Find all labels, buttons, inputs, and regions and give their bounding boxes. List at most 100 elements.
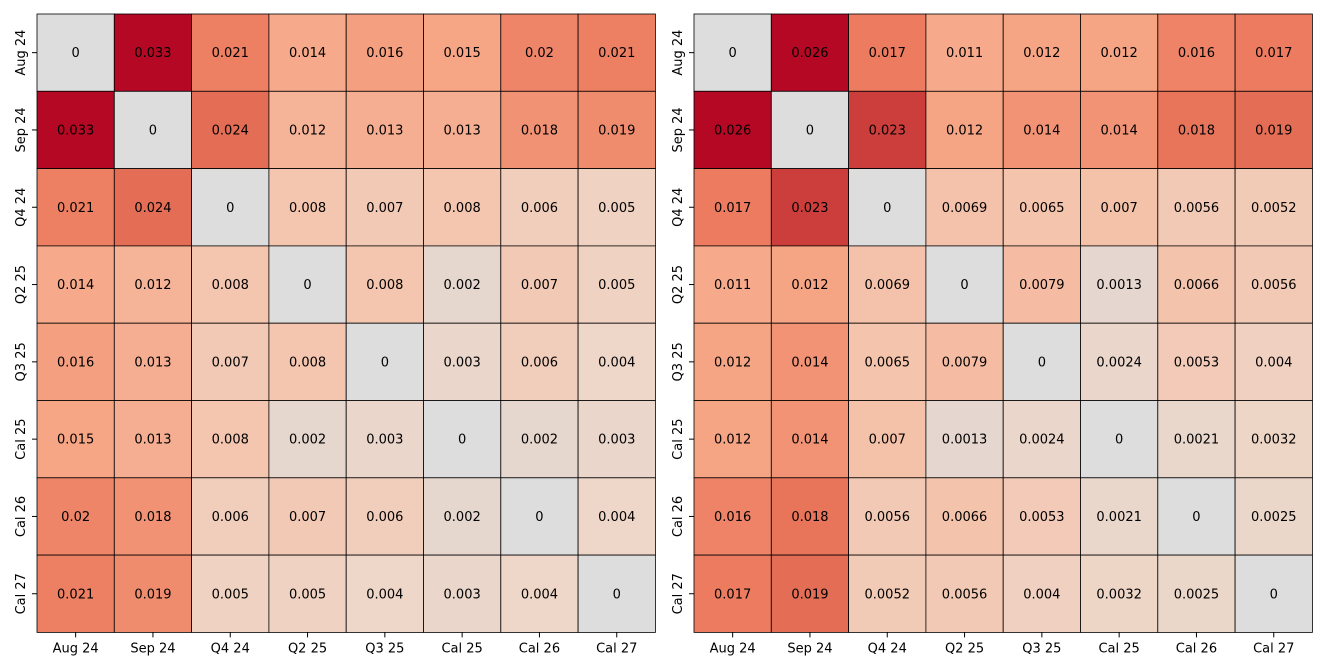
cell-value-label: 0.015 — [444, 46, 481, 61]
heatmap-cell — [500, 168, 579, 247]
x-tick-label: Cal 26 — [519, 641, 560, 656]
heatmap-cell — [191, 13, 270, 92]
heatmap-cell — [577, 168, 656, 247]
heatmap-cell — [191, 168, 270, 247]
cell-value-label: 0.0052 — [865, 587, 911, 602]
cell-value-label: 0.017 — [714, 587, 751, 602]
cell-value-label: 0.021 — [598, 46, 635, 61]
heatmap-cell — [848, 245, 927, 324]
heatmap-cell — [1234, 245, 1313, 324]
cell-value-label: 0.019 — [791, 587, 828, 602]
cell-value-label: 0.004 — [1023, 587, 1060, 602]
heatmap-cell — [693, 554, 772, 633]
heatmap-cell — [191, 245, 270, 324]
heatmap-cell — [1234, 13, 1313, 92]
cell-value-label: 0 — [1115, 433, 1123, 448]
cell-value-label: 0.0053 — [1174, 355, 1220, 370]
cell-value-label: 0.0056 — [1174, 201, 1220, 216]
heatmap-cell — [1157, 245, 1236, 324]
heatmap-cell — [423, 477, 502, 556]
heatmap-cell — [500, 400, 579, 479]
heatmap-cell — [848, 554, 927, 633]
cell-value-label: 0.0053 — [1019, 510, 1065, 525]
cell-value-label: 0.003 — [598, 433, 635, 448]
heatmap-cell — [1002, 477, 1081, 556]
cell-value-label: 0.002 — [521, 433, 558, 448]
heatmap-cell — [577, 13, 656, 92]
cell-value-label: 0.005 — [598, 278, 635, 293]
heatmap-cell — [1080, 477, 1159, 556]
heatmap-cell — [1157, 13, 1236, 92]
heatmap-cell — [1157, 477, 1236, 556]
cell-value-label: 0.014 — [289, 46, 326, 61]
cell-value-label: 0.012 — [791, 278, 828, 293]
heatmap-cell — [770, 400, 849, 479]
heatmap-cell — [1157, 400, 1236, 479]
heatmap-cell — [1080, 13, 1159, 92]
y-tick-label: Q3 25 — [14, 342, 29, 381]
heatmap-cell — [925, 400, 1004, 479]
cell-value-label: 0.004 — [598, 510, 635, 525]
heatmap-cell — [191, 400, 270, 479]
cell-value-label: 0.011 — [946, 46, 983, 61]
heatmap-cell — [770, 90, 849, 170]
heatmap-cell — [770, 554, 849, 633]
cell-value-label: 0 — [1038, 355, 1046, 370]
cell-value-label: 0.014 — [791, 355, 828, 370]
cell-value-label: 0.004 — [366, 587, 403, 602]
cell-value-label: 0.014 — [1023, 123, 1060, 138]
cell-value-label: 0.018 — [521, 123, 558, 138]
x-tick-label: Q2 25 — [288, 641, 327, 656]
heatmap-cell — [113, 90, 193, 170]
heatmap-cell — [268, 90, 347, 170]
cell-value-label: 0.0025 — [1251, 510, 1297, 525]
cell-value-label: 0.023 — [869, 123, 906, 138]
cell-value-label: 0.008 — [444, 201, 481, 216]
cell-value-label: 0.0079 — [1019, 278, 1065, 293]
cell-value-label: 0.023 — [791, 201, 828, 216]
cell-value-label: 0.016 — [714, 510, 751, 525]
heatmap-cell — [113, 13, 193, 92]
cell-value-label: 0.019 — [1255, 123, 1292, 138]
cell-value-label: 0.0056 — [865, 510, 911, 525]
cell-value-label: 0.0013 — [942, 433, 988, 448]
cell-value-label: 0.007 — [1101, 201, 1138, 216]
x-tick-label: Q4 24 — [868, 641, 907, 656]
heatmap-right-panel: 0 0.026 0.017 0.011 0.012 0.012 0.016 0.017 0.02… — [671, 13, 1313, 656]
cell-value-label: 0.02 — [525, 46, 554, 61]
heatmap-cell — [423, 400, 502, 479]
cell-value-label: 0.0065 — [865, 355, 911, 370]
cell-value-label: 0.02 — [61, 510, 90, 525]
cell-value-label: 0.0013 — [1096, 278, 1142, 293]
heatmap-cell — [191, 322, 270, 401]
cell-value-label: 0.008 — [212, 433, 249, 448]
heatmap-cell — [268, 322, 347, 401]
heatmap-cell — [848, 90, 927, 170]
cell-value-label: 0.007 — [212, 355, 249, 370]
cell-value-label: 0.0032 — [1251, 433, 1297, 448]
heatmap-cell — [36, 477, 115, 556]
x-tick-label: Q2 25 — [945, 641, 984, 656]
heatmap-cell — [925, 168, 1004, 247]
heatmap-cell — [770, 245, 849, 324]
x-tick-label: Cal 27 — [1253, 641, 1294, 656]
y-tick-label: Cal 27 — [671, 573, 686, 614]
heatmap-cell — [500, 322, 579, 401]
heatmap-cell — [1080, 168, 1159, 247]
heatmap-cell — [1002, 400, 1081, 479]
cell-value-label: 0.0065 — [1019, 201, 1065, 216]
heatmap-cell — [848, 322, 927, 401]
heatmap-cell — [770, 322, 849, 401]
heatmap-cell — [345, 554, 424, 633]
heatmap-cell — [345, 168, 424, 247]
heatmap-cell — [925, 90, 1004, 170]
heatmap-cell — [693, 400, 772, 479]
heatmap-cell — [345, 90, 424, 170]
y-tick-label: Sep 24 — [14, 107, 29, 152]
heatmap-cell — [423, 90, 502, 170]
x-tick-label: Cal 27 — [596, 641, 637, 656]
cell-value-label: 0.012 — [946, 123, 983, 138]
cell-value-label: 0.008 — [289, 355, 326, 370]
heatmap-cell — [848, 13, 927, 92]
